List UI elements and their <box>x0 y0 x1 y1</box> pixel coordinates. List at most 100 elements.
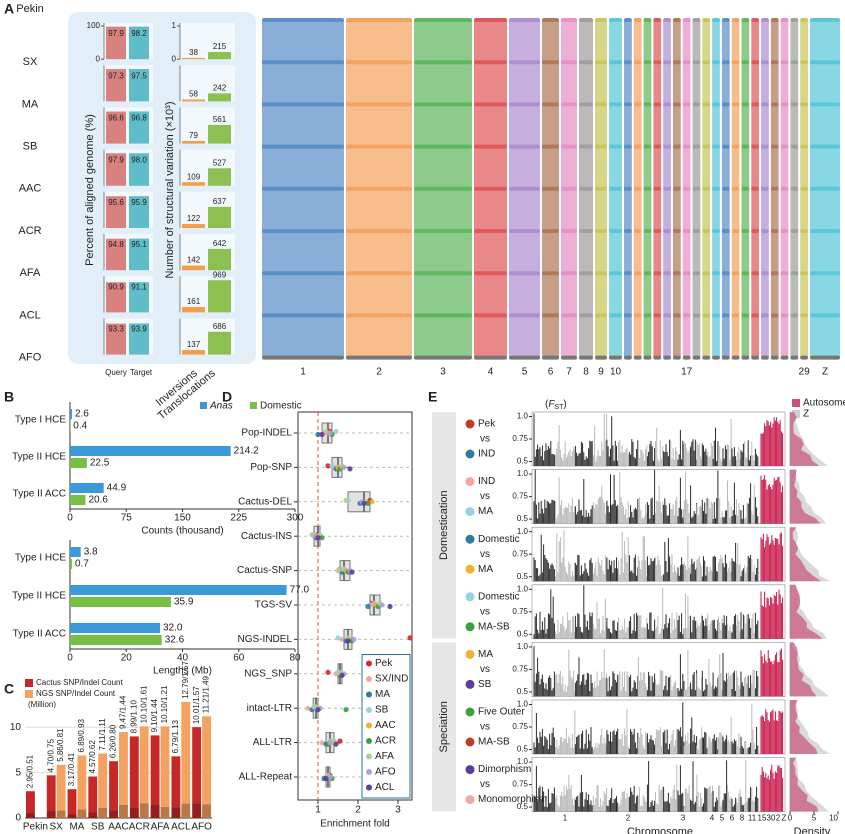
chromosome-bar <box>682 60 691 65</box>
synteny-ribbon <box>682 231 691 274</box>
manhattan-decoration <box>646 671 656 697</box>
aligned-bar <box>129 153 149 186</box>
chromosome-label: 5 <box>522 367 528 378</box>
chromosome-bar <box>653 229 662 233</box>
synteny-ribbon <box>579 315 593 358</box>
manhattan-decoration <box>663 614 671 639</box>
chromosome-bar <box>751 229 760 233</box>
chromosome-bar <box>633 102 642 107</box>
manhattan-decoration <box>722 653 728 697</box>
manhattan-decoration <box>555 612 576 639</box>
snp-bar <box>77 755 87 818</box>
synteny-ribbon <box>595 188 607 231</box>
chromosome-bar <box>800 60 808 65</box>
synteny-ribbon <box>561 273 577 316</box>
chromosome-bar <box>474 186 507 191</box>
value-label: 109 <box>187 172 201 181</box>
indel-bar <box>202 804 211 818</box>
chromosome-bar <box>770 60 779 65</box>
synteny-ribbon <box>474 146 507 189</box>
manhattan-decoration <box>740 612 744 639</box>
chromosome-bar <box>731 271 740 276</box>
chromosome-bar <box>509 355 540 360</box>
x-tick-label: 10 <box>829 813 838 822</box>
manhattan-decoration <box>677 702 685 754</box>
chromosome-bar <box>712 60 720 65</box>
synteny-ribbon <box>414 273 472 316</box>
manhattan-z-decoration <box>760 709 784 754</box>
manhattan-decoration <box>670 764 678 812</box>
synteny-ribbon <box>633 104 642 147</box>
chromosome-bar <box>721 102 730 107</box>
synteny-ribbon <box>810 231 840 274</box>
legend-swatch <box>250 402 257 409</box>
synteny-ribbon <box>761 188 769 231</box>
chromosome-bar <box>643 229 652 233</box>
synteny-ribbon <box>663 20 671 63</box>
point <box>351 636 357 643</box>
manhattan-decoration <box>533 589 555 639</box>
synteny-ribbon <box>721 20 730 63</box>
y-tick-label: 1 <box>172 21 177 30</box>
chromosome-bar <box>712 355 720 360</box>
chromosome-bar <box>542 60 559 65</box>
indel-bar <box>171 807 181 818</box>
synteny-ribbon <box>509 62 540 105</box>
chromosome-bar <box>474 229 507 233</box>
genome-label: SX <box>23 56 38 68</box>
x-category-label: AFO <box>191 822 212 833</box>
chromosome-bar <box>731 18 740 22</box>
manhattan-decoration <box>712 619 719 639</box>
chromosome-bar <box>770 313 779 318</box>
manhattan-decoration <box>701 731 708 754</box>
chromosome-bar <box>414 186 472 191</box>
chromosome-label: 6 <box>548 367 554 378</box>
point <box>407 635 413 641</box>
chromosome-bar <box>800 186 808 191</box>
x-tick-label: 0 <box>67 513 73 524</box>
comparison-label: vs <box>480 549 490 560</box>
synteny-ribbon <box>509 231 540 274</box>
chromosome-bar <box>761 144 769 149</box>
chromosome-bar <box>579 102 593 107</box>
sv-bar <box>182 182 205 186</box>
chromosome-bar <box>624 355 632 360</box>
comparison-label: Dimorphism <box>478 764 531 775</box>
synteny-ribbon <box>474 273 507 316</box>
value-label: 2.6 <box>75 409 89 420</box>
manhattan-decoration <box>683 650 691 697</box>
chromosome-bar <box>653 355 662 360</box>
synteny-ribbon <box>609 231 622 274</box>
manhattan-decoration <box>592 413 608 466</box>
point <box>309 532 315 538</box>
legend-label: SX/IND <box>375 674 408 685</box>
point <box>387 603 393 610</box>
synteny-ribbon <box>751 62 760 105</box>
synteny-ribbon <box>672 62 681 105</box>
chromosome-bar <box>414 18 472 22</box>
synteny-ribbon <box>542 146 559 189</box>
synteny-ribbon <box>770 231 779 274</box>
legend-label: MA <box>375 689 390 700</box>
point <box>305 705 311 711</box>
value-label: 7.11/1.11 <box>98 718 107 751</box>
legend-swatch <box>366 691 372 698</box>
genome-label: ACL <box>19 309 40 321</box>
synteny-ribbon <box>509 273 540 316</box>
manhattan-decoration <box>736 614 741 639</box>
synteny-ribbon <box>609 188 622 231</box>
point <box>339 672 345 678</box>
manhattan-decoration <box>712 672 719 697</box>
synteny-ribbon <box>624 188 632 231</box>
group-icon <box>465 419 475 429</box>
synteny-ribbon <box>780 231 789 274</box>
chromosome-bar <box>595 18 607 22</box>
chromosome-bar <box>761 313 769 318</box>
synteny-ribbon <box>751 315 760 358</box>
synteny-ribbon <box>609 146 622 189</box>
y-tick-label: 0 <box>172 54 177 63</box>
value-label: 10.10/1.21 <box>160 685 169 723</box>
manhattan-decoration <box>533 534 555 582</box>
chromosome-bar <box>414 355 472 360</box>
manhattan-decoration <box>712 555 719 582</box>
